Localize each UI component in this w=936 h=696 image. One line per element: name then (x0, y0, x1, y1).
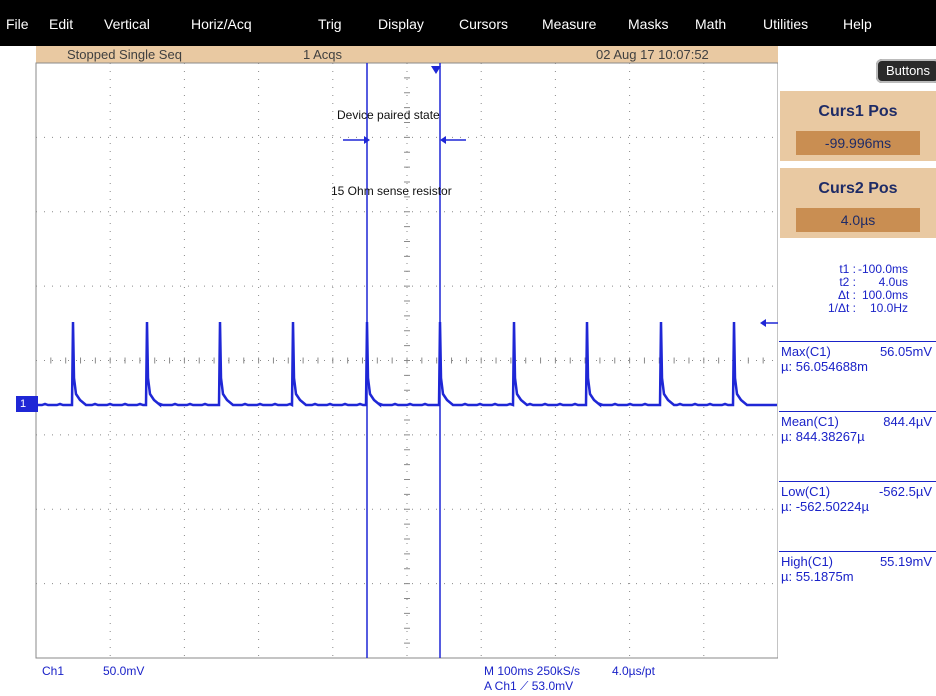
menu-measure[interactable]: Measure (542, 16, 597, 32)
menu-trig[interactable]: Trig (318, 16, 342, 32)
annotation-sense-resistor: 15 Ohm sense resistor (331, 184, 452, 198)
readout-row: 1/Δt : 10.0Hz (800, 302, 930, 315)
measurement-mean[interactable]: Mean(C1) 844.4µV µ: 844.38267µ (779, 411, 936, 444)
trigger-position-marker (431, 66, 441, 74)
measurement-value: 55.19mV (879, 554, 932, 569)
measurement-low[interactable]: Low(C1) -562.5µV µ: -562.50224µ (779, 481, 936, 514)
curs1-value[interactable]: -99.996ms (796, 131, 920, 155)
measurement-value: 844.4µV (883, 414, 932, 429)
status-readout-bar: Ch1 50.0mV M 100ms 250kS/s 4.0µs/pt A Ch… (0, 658, 936, 696)
channel-strip (0, 46, 36, 658)
menu-cursors[interactable]: Cursors (459, 16, 509, 32)
readout-row: Δt : 100.0ms (800, 289, 930, 302)
menu-bar: File Edit Vertical Horiz/Acq Trig Displa… (0, 0, 936, 46)
measurement-mean: µ: 56.054688m (781, 359, 868, 374)
curs2-title: Curs2 Pos (818, 180, 898, 197)
readout-label: t2 : (839, 275, 856, 289)
measurement-mean: µ: -562.50224µ (781, 499, 869, 514)
menu-masks[interactable]: Masks (628, 16, 669, 32)
readout-label: 1/Δt : (827, 301, 856, 315)
sample-interval: 4.0µs/pt (612, 664, 655, 678)
timebase-readout[interactable]: M 100ms 250kS/s (484, 664, 581, 678)
readout-row: t1 : -100.0ms (800, 263, 930, 276)
menu-file[interactable]: File (6, 16, 29, 32)
measurement-name: Mean(C1) (781, 414, 839, 429)
trigger-readout[interactable]: A Ch1 ⟋ 53.0mV (484, 679, 574, 693)
annotation-paired-state: Device paired state (337, 108, 440, 122)
acquisition-status-bar: Stopped Single Seq 1 Acqs 02 Aug 17 10:0… (36, 46, 778, 63)
annotation-arrow-left (343, 136, 370, 144)
measurement-mean: µ: 55.1875m (781, 569, 854, 584)
curs2-value[interactable]: 4.0µs (796, 208, 920, 232)
trigger-level-arrow (760, 319, 778, 327)
cursor-readout: t1 : -100.0ms t2 : 4.0us Δt : 100.0ms 1/Δt … (800, 263, 930, 315)
curs1-title: Curs1 Pos (818, 103, 898, 120)
ch1-waveform (36, 321, 777, 408)
measurement-high[interactable]: High(C1) 55.19mV µ: 55.1875m (779, 551, 936, 584)
readout-label: Δt : (837, 288, 856, 302)
readout-value: -100.0ms (857, 262, 908, 276)
acquisition-count: 1 Acqs (303, 47, 343, 62)
menu-vertical[interactable]: Vertical (104, 16, 150, 32)
acquisition-datetime: 02 Aug 17 10:07:52 (596, 47, 709, 62)
measurement-name: High(C1) (781, 554, 834, 569)
buttons-button[interactable]: Buttons (876, 59, 936, 83)
readout-label: t1 : (839, 262, 856, 276)
measurement-name: Low(C1) (781, 484, 831, 499)
annotation-arrow-right (440, 136, 466, 144)
readout-value: 4.0us (878, 275, 908, 289)
menu-utilities[interactable]: Utilities (763, 16, 809, 32)
curs2-position-box[interactable]: Curs2 Pos 4.0µs (780, 168, 936, 238)
curs1-position-box[interactable]: Curs1 Pos -99.996ms (780, 91, 936, 161)
menu-horiz-acq[interactable]: Horiz/Acq (191, 16, 252, 32)
readout-value: 10.0Hz (869, 301, 908, 315)
readout-row: t2 : 4.0us (800, 276, 930, 289)
menu-edit[interactable]: Edit (49, 16, 74, 32)
measurement-mean: µ: 844.38267µ (781, 429, 865, 444)
channel-label[interactable]: Ch1 (42, 664, 65, 678)
menu-help[interactable]: Help (843, 16, 872, 32)
readout-value: 100.0ms (861, 288, 908, 302)
acquisition-state: Stopped Single Seq (67, 47, 182, 62)
vertical-scale[interactable]: 50.0mV (103, 664, 145, 678)
measurement-name: Max(C1) (781, 344, 831, 359)
ch1-ground-marker[interactable]: 1 (16, 396, 38, 412)
measurement-max[interactable]: Max(C1) 56.05mV µ: 56.054688m (779, 341, 936, 374)
menu-display[interactable]: Display (378, 16, 424, 32)
measurement-value: -562.5µV (878, 484, 932, 499)
menu-math[interactable]: Math (695, 16, 727, 32)
measurement-value: 56.05mV (879, 344, 932, 359)
